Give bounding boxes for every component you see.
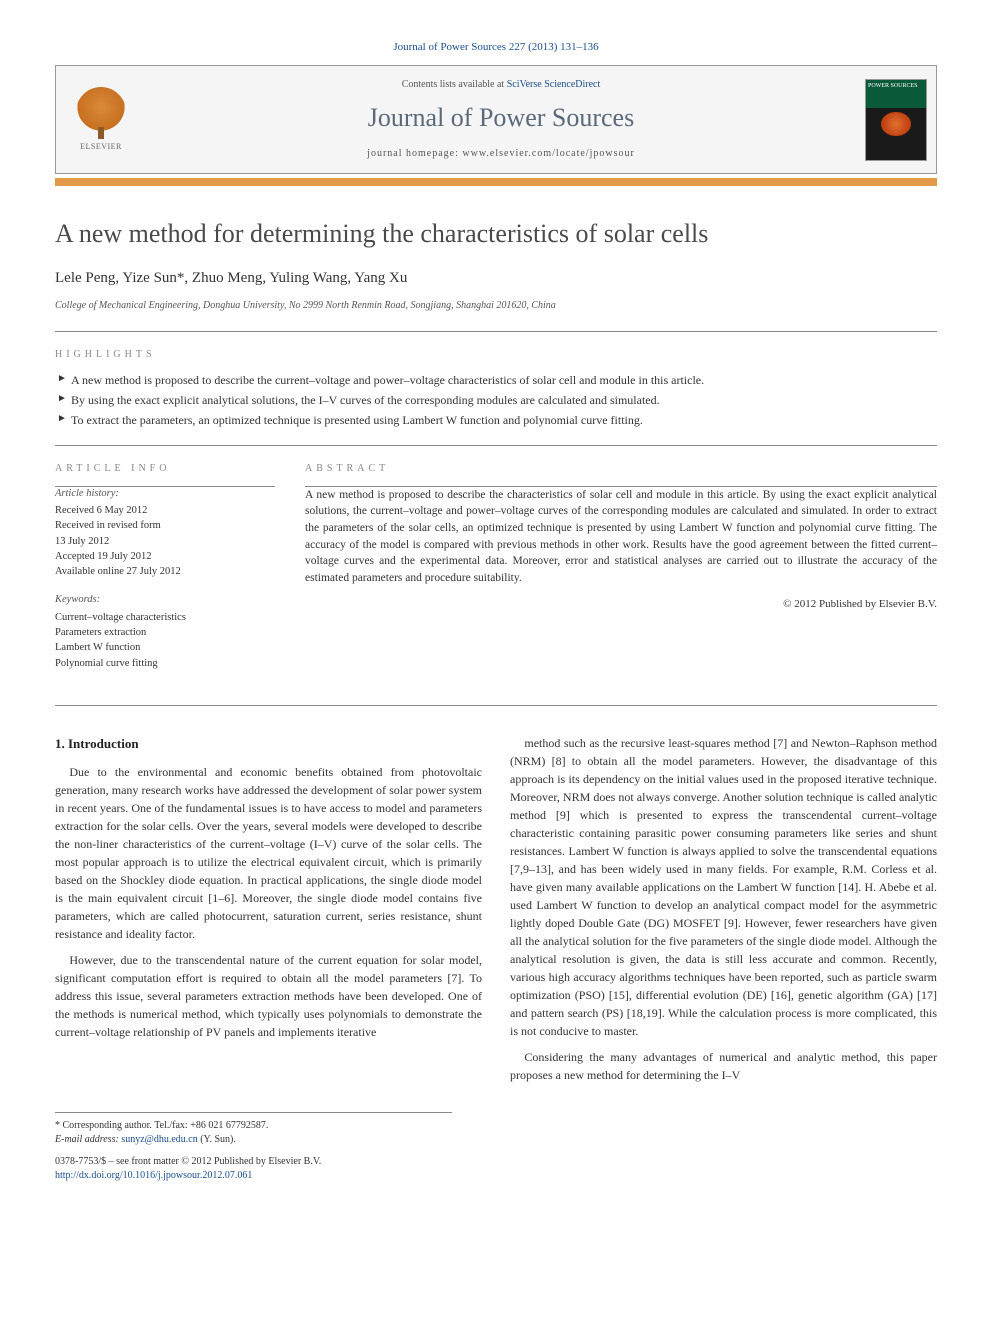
abstract-column: ABSTRACT A new method is proposed to des… [305, 446, 937, 685]
keywords-block: Keywords: Current–voltage characteristic… [55, 593, 275, 671]
copyright: © 2012 Published by Elsevier B.V. [305, 597, 937, 612]
history-line: Received 6 May 2012 [55, 503, 275, 518]
elsevier-tree-icon [76, 87, 126, 137]
history-heading: Article history: [55, 487, 275, 502]
journal-name: Journal of Power Sources [158, 100, 844, 136]
corr-author: * Corresponding author. Tel./fax: +86 02… [55, 1119, 452, 1133]
page-container: Journal of Power Sources 227 (2013) 131–… [0, 0, 992, 1223]
article-info-column: ARTICLE INFO Article history: Received 6… [55, 446, 275, 685]
journal-header: ELSEVIER Contents lists available at Sci… [55, 65, 937, 173]
publisher-logo[interactable]: ELSEVIER [56, 66, 146, 172]
intro-paragraph: Considering the many advantages of numer… [510, 1048, 937, 1084]
cover-thumbnail[interactable]: POWER SOURCES [856, 66, 936, 172]
homepage-url[interactable]: www.elsevier.com/locate/jpowsour [462, 148, 634, 159]
abstract-text: A new method is proposed to describe the… [305, 487, 937, 587]
article-info-label: ARTICLE INFO [55, 462, 275, 476]
article-title: A new method for determining the charact… [55, 216, 937, 252]
corr-email-line: E-mail address: sunyz@dhu.edu.cn (Y. Sun… [55, 1133, 452, 1147]
homepage-prefix: journal homepage: [367, 148, 462, 159]
email-label: E-mail address: [55, 1134, 121, 1145]
highlight-item: By using the exact explicit analytical s… [57, 392, 937, 409]
intro-paragraph: method such as the recursive least-squar… [510, 734, 937, 1040]
divider [55, 705, 937, 706]
affiliation: College of Mechanical Engineering, Dongh… [55, 299, 937, 313]
cover-label: POWER SOURCES [868, 83, 918, 89]
email-link[interactable]: sunyz@dhu.edu.cn [121, 1134, 197, 1145]
keyword-item: Current–voltage characteristics [55, 610, 275, 625]
citation-line: Journal of Power Sources 227 (2013) 131–… [55, 40, 937, 55]
abstract-label: ABSTRACT [305, 462, 937, 476]
info-abstract-row: ARTICLE INFO Article history: Received 6… [55, 446, 937, 685]
highlight-item: To extract the parameters, an optimized … [57, 412, 937, 429]
email-who: (Y. Sun). [198, 1134, 236, 1145]
contents-line: Contents lists available at SciVerse Sci… [158, 78, 844, 92]
keywords-heading: Keywords: [55, 593, 275, 608]
body-text: 1. Introduction Due to the environmental… [55, 734, 937, 1084]
front-matter: 0378-7753/$ – see front matter © 2012 Pu… [55, 1155, 937, 1169]
highlights-list: A new method is proposed to describe the… [55, 372, 937, 428]
highlights-label: HIGHLIGHTS [55, 348, 937, 362]
history-line: Received in revised form [55, 518, 275, 533]
sciencedirect-link[interactable]: SciVerse ScienceDirect [507, 79, 601, 90]
doi-block: 0378-7753/$ – see front matter © 2012 Pu… [55, 1155, 937, 1183]
header-center: Contents lists available at SciVerse Sci… [146, 66, 856, 172]
doi-link[interactable]: http://dx.doi.org/10.1016/j.jpowsour.201… [55, 1170, 252, 1181]
history-block: Article history: Received 6 May 2012 Rec… [55, 487, 275, 580]
intro-paragraph: Due to the environmental and economic be… [55, 763, 482, 943]
keyword-item: Polynomial curve fitting [55, 656, 275, 671]
intro-heading: 1. Introduction [55, 734, 482, 754]
authors-line: Lele Peng, Yize Sun*, Zhuo Meng, Yuling … [55, 268, 937, 289]
divider [55, 331, 937, 332]
corresponding-footer: * Corresponding author. Tel./fax: +86 02… [55, 1112, 452, 1147]
contents-prefix: Contents lists available at [402, 79, 507, 90]
history-line: Accepted 19 July 2012 [55, 549, 275, 564]
history-line: 13 July 2012 [55, 534, 275, 549]
keyword-item: Lambert W function [55, 640, 275, 655]
cover-icon: POWER SOURCES [865, 79, 927, 161]
accent-bar [55, 178, 937, 186]
highlight-item: A new method is proposed to describe the… [57, 372, 937, 389]
intro-paragraph: However, due to the transcendental natur… [55, 951, 482, 1041]
history-line: Available online 27 July 2012 [55, 564, 275, 579]
publisher-name: ELSEVIER [80, 141, 122, 152]
keyword-item: Parameters extraction [55, 625, 275, 640]
homepage-line: journal homepage: www.elsevier.com/locat… [158, 147, 844, 161]
